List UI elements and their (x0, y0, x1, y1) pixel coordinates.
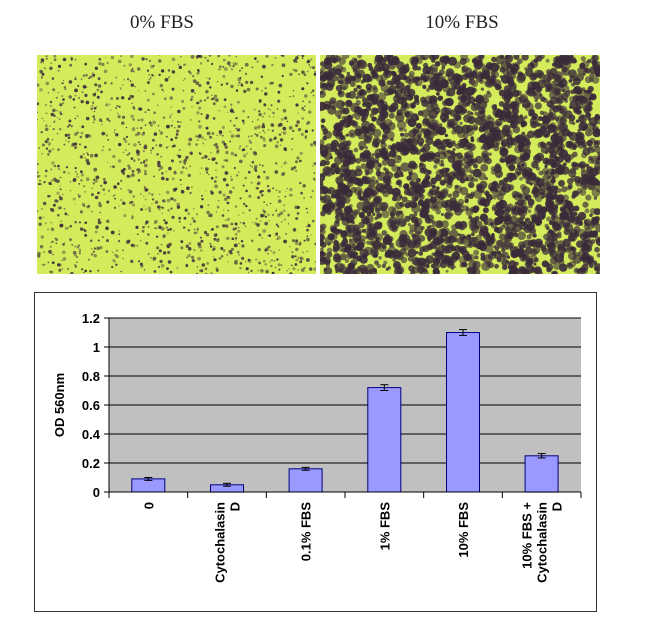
bar (288, 468, 323, 493)
bar (524, 455, 559, 493)
micrograph-0-percent-fbs (37, 55, 316, 274)
bar-chart: 0 0.2 0.4 0.6 0.8 1 1.2 OD 560nm 0 Cytochalasin D 0… (34, 292, 597, 612)
y-tick-label: 0.8 (82, 369, 100, 384)
x-tick-label: 1% FBS (377, 502, 392, 551)
x-tick-label-line: 10% FBS + (520, 502, 535, 569)
panel-title-left: 0% FBS (130, 12, 194, 33)
x-tick-label-line: D (550, 502, 565, 511)
x-tick-label-line: Cytochalasin (535, 502, 550, 583)
y-tick-label: 1 (93, 340, 100, 355)
x-tick-label-line: 0 (141, 502, 156, 509)
panel-title-right: 10% FBS (425, 12, 499, 33)
x-tick-label-line: 0.1% FBS (299, 502, 314, 562)
x-tick-label-line: Cytochalasin (213, 502, 228, 583)
x-tick-label: 0 (141, 502, 156, 509)
x-tick-label-line: 1% FBS (377, 502, 392, 551)
y-tick-label: 1.2 (82, 311, 100, 326)
x-tick-label-line: 10% FBS (456, 502, 471, 558)
y-tick-label: 0.6 (82, 398, 100, 413)
y-tick-label: 0 (93, 485, 100, 500)
x-tick-label-line: D (228, 502, 243, 511)
bar (446, 332, 480, 493)
y-axis-label: OD 560nm (52, 373, 67, 437)
bar (367, 387, 402, 493)
x-tick-label: 10% FBS (456, 502, 471, 558)
y-tick-label: 0.4 (82, 427, 101, 442)
x-tick-label: 10% FBS + Cytochalasin D (520, 502, 565, 583)
micrograph-10-percent-fbs (320, 55, 600, 274)
x-tick-label: Cytochalasin D (213, 502, 243, 583)
x-tick-label: 0.1% FBS (299, 502, 314, 562)
y-tick-label: 0.2 (82, 456, 100, 471)
